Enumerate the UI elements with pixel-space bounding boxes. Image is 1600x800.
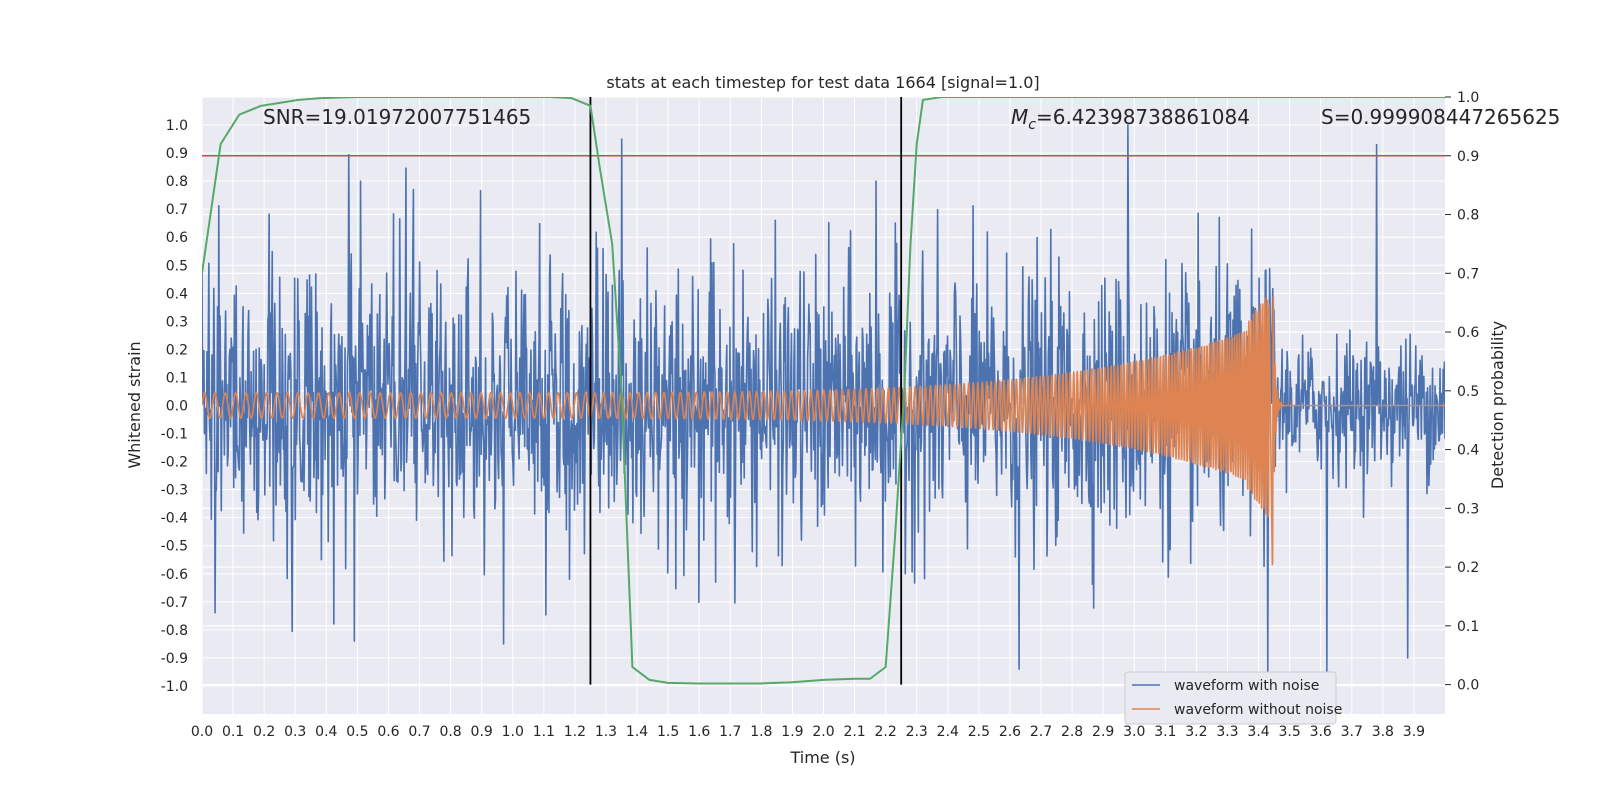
snr-annotation: SNR=19.01972007751465 xyxy=(263,105,531,129)
legend-label-noisy: waveform with noise xyxy=(1174,678,1319,694)
right-tick-label: 0.8 xyxy=(1457,208,1479,224)
right-tick-label: 0.4 xyxy=(1457,443,1479,459)
data-layer xyxy=(202,97,1445,685)
x-tick-label: 2.4 xyxy=(937,724,959,740)
x-tick-label: 0.4 xyxy=(315,724,337,740)
x-tick-label: 3.7 xyxy=(1341,724,1363,740)
x-axis-ticks: 0.0 0.1 0.2 0.3 0.4 0.5 0.6 0.7 0.8 0.9 1.0 1.1 1.2 1… xyxy=(191,724,1425,740)
x-tick-label: 2.2 xyxy=(875,724,897,740)
y-axis-label: Whitened strain xyxy=(125,341,144,468)
x-tick-label: 1.1 xyxy=(533,724,555,740)
y-tick-label: 0.8 xyxy=(166,174,188,190)
y-tick-label: 0.7 xyxy=(166,202,188,218)
right-tick-label: 0.1 xyxy=(1457,619,1479,635)
y-tick-label: 0.6 xyxy=(166,230,188,246)
chirp-mass-annotation: Mc=6.42398738861084 xyxy=(1011,105,1250,133)
x-tick-label: 1.6 xyxy=(688,724,710,740)
x-tick-label: 2.1 xyxy=(843,724,865,740)
x-tick-label: 3.8 xyxy=(1372,724,1394,740)
x-tick-label: 3.6 xyxy=(1310,724,1332,740)
right-tick-label: 0.6 xyxy=(1457,325,1479,341)
y-tick-label: 1.0 xyxy=(166,118,188,134)
y-tick-label: 0.9 xyxy=(166,146,188,162)
x-tick-label: 0.2 xyxy=(253,724,275,740)
y-tick-label: -0.3 xyxy=(161,483,188,499)
x-tick-label: 3.0 xyxy=(1123,724,1145,740)
y-tick-label: -0.6 xyxy=(161,567,188,583)
clean-waveform-line xyxy=(202,296,1445,566)
y-tick-label: 0.1 xyxy=(166,370,188,386)
x-tick-label: 0.6 xyxy=(377,724,399,740)
right-tick-label: 0.5 xyxy=(1457,384,1479,400)
y-tick-label: 0.4 xyxy=(166,286,188,302)
y-tick-label: -0.2 xyxy=(161,455,188,471)
right-tick-label: 0.2 xyxy=(1457,560,1479,576)
x-tick-label: 3.9 xyxy=(1403,724,1425,740)
x-tick-label: 3.3 xyxy=(1216,724,1238,740)
y-axis-ticks: 1.0 0.9 0.8 0.7 0.6 0.5 0.4 0.3 0.2 0.1 0.0 -0.1 -0.… xyxy=(161,118,188,695)
x-tick-label: 2.5 xyxy=(968,724,990,740)
x-tick-label: 0.9 xyxy=(471,724,493,740)
y-tick-label: -0.4 xyxy=(161,511,188,527)
x-tick-label: 0.1 xyxy=(222,724,244,740)
x-tick-label: 3.4 xyxy=(1247,724,1269,740)
legend: waveform with noise waveform without noi… xyxy=(1124,671,1342,725)
x-tick-label: 3.1 xyxy=(1154,724,1176,740)
y-tick-label: 0.2 xyxy=(166,342,188,358)
chirp-mass-symbol: M xyxy=(1011,105,1028,129)
y-tick-label: 0.0 xyxy=(166,399,188,415)
legend-frame xyxy=(1124,671,1337,725)
right-tick-label: 0.7 xyxy=(1457,266,1479,282)
right-tick-label: 0.3 xyxy=(1457,501,1479,517)
x-tick-label: 0.8 xyxy=(439,724,461,740)
chirp-mass-value: =6.42398738861084 xyxy=(1036,105,1250,129)
chart-title: stats at each timestep for test data 166… xyxy=(606,73,1039,92)
x-tick-label: 3.5 xyxy=(1278,724,1300,740)
x-tick-label: 2.9 xyxy=(1092,724,1114,740)
s-annotation: S=0.999908447265625 xyxy=(1321,105,1560,129)
y-tick-label: -1.0 xyxy=(161,679,188,695)
right-tick-label: 1.0 xyxy=(1457,90,1479,106)
x-tick-label: 0.5 xyxy=(346,724,368,740)
x-tick-label: 0.7 xyxy=(408,724,430,740)
x-tick-label: 1.9 xyxy=(781,724,803,740)
y-tick-label: -0.7 xyxy=(161,595,188,611)
y-tick-label: -0.1 xyxy=(161,427,188,443)
x-tick-label: 1.2 xyxy=(564,724,586,740)
y-tick-label: -0.8 xyxy=(161,623,188,639)
right-tick-label: 0.0 xyxy=(1457,678,1479,694)
x-axis-label: Time (s) xyxy=(789,748,855,767)
right-axis-label: Detection probability xyxy=(1488,321,1507,489)
right-axis-ticks: 1.0 0.9 0.8 0.7 0.6 0.5 0.4 0.3 0.2 0.1 0.0 xyxy=(1445,90,1479,694)
legend-label-clean: waveform without noise xyxy=(1174,702,1342,718)
y-tick-label: 0.5 xyxy=(166,258,188,274)
chirp-mass-subscript: c xyxy=(1028,117,1036,133)
right-tick-label: 0.9 xyxy=(1457,149,1479,165)
x-tick-label: 2.3 xyxy=(906,724,928,740)
x-tick-label: 0.0 xyxy=(191,724,213,740)
x-tick-label: 2.6 xyxy=(999,724,1021,740)
y-tick-label: -0.9 xyxy=(161,651,188,667)
x-tick-label: 2.8 xyxy=(1061,724,1083,740)
x-tick-label: 2.7 xyxy=(1030,724,1052,740)
detection-probability-line xyxy=(202,97,1445,685)
x-tick-label: 1.4 xyxy=(626,724,648,740)
y-tick-label: 0.3 xyxy=(166,314,188,330)
x-tick-label: 1.5 xyxy=(657,724,679,740)
x-tick-label: 2.0 xyxy=(812,724,834,740)
y-tick-label: -0.5 xyxy=(161,539,188,555)
x-tick-label: 1.7 xyxy=(719,724,741,740)
x-tick-label: 1.8 xyxy=(750,724,772,740)
x-tick-label: 1.0 xyxy=(502,724,524,740)
x-tick-label: 0.3 xyxy=(284,724,306,740)
x-tick-label: 3.2 xyxy=(1185,724,1207,740)
x-tick-label: 1.3 xyxy=(595,724,617,740)
